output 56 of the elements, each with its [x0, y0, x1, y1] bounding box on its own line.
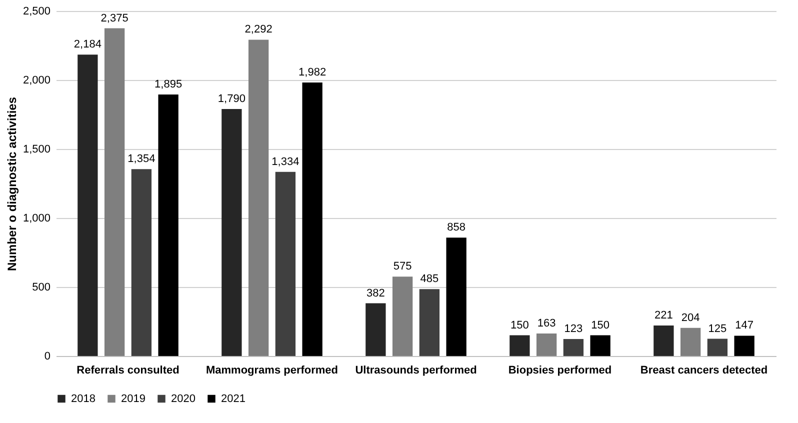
bar [419, 289, 440, 356]
x-tick-label: Ultrasounds performed [355, 364, 477, 376]
data-label: 1,895 [154, 78, 182, 90]
data-label: 1,982 [298, 66, 326, 78]
bar [590, 335, 610, 356]
y-axis-title: Number o diagnostic activities [4, 96, 19, 272]
y-tick-label: 2,000 [22, 74, 50, 86]
y-tick-label: 1,500 [22, 144, 50, 156]
bar [654, 326, 674, 356]
legend-label: 2021 [221, 392, 246, 405]
data-label: 382 [366, 287, 385, 300]
bar [275, 172, 296, 356]
data-label: 1,354 [128, 153, 156, 166]
data-label: 150 [510, 319, 529, 332]
x-tick-label: Mammograms performed [206, 364, 338, 376]
bar [78, 54, 98, 356]
data-label: 221 [654, 310, 673, 322]
data-label: 147 [735, 320, 754, 332]
bar [707, 338, 728, 356]
y-tick-label: 0 [44, 350, 50, 362]
bar [536, 334, 557, 356]
legend-label: 2020 [171, 392, 196, 405]
x-tick-label: Referrals consulted [76, 364, 180, 376]
bar [563, 339, 584, 356]
data-label: 204 [681, 312, 700, 324]
bar [104, 28, 125, 356]
data-label: 575 [393, 260, 412, 273]
x-tick-label: Biopsies performed [508, 364, 612, 376]
bar [366, 303, 386, 356]
bar [734, 336, 754, 356]
y-tick-label: 500 [32, 282, 50, 294]
bar [248, 40, 269, 356]
data-label: 2,184 [74, 38, 102, 51]
data-label: 858 [447, 222, 466, 234]
legend-label: 2018 [71, 392, 96, 405]
data-label: 1,790 [218, 92, 246, 105]
x-tick-label: Breast cancers detected [640, 364, 768, 376]
bar [510, 335, 530, 356]
data-label: 125 [708, 322, 727, 335]
data-label: 2,375 [100, 12, 128, 24]
bar [158, 94, 178, 356]
data-label: 485 [420, 273, 439, 286]
bar [302, 82, 322, 356]
y-tick-label: 2,500 [22, 6, 50, 18]
data-label: 150 [591, 319, 610, 332]
bar [131, 169, 152, 356]
data-label: 1,334 [272, 156, 300, 168]
data-label: 163 [537, 318, 556, 330]
data-label: 123 [564, 323, 583, 336]
bar [222, 108, 242, 356]
bar [446, 238, 466, 356]
bar [392, 276, 413, 356]
bar [680, 328, 701, 356]
legend-label: 2019 [121, 392, 146, 405]
y-tick-label: 1,000 [22, 212, 50, 224]
data-label: 2,292 [244, 24, 272, 36]
